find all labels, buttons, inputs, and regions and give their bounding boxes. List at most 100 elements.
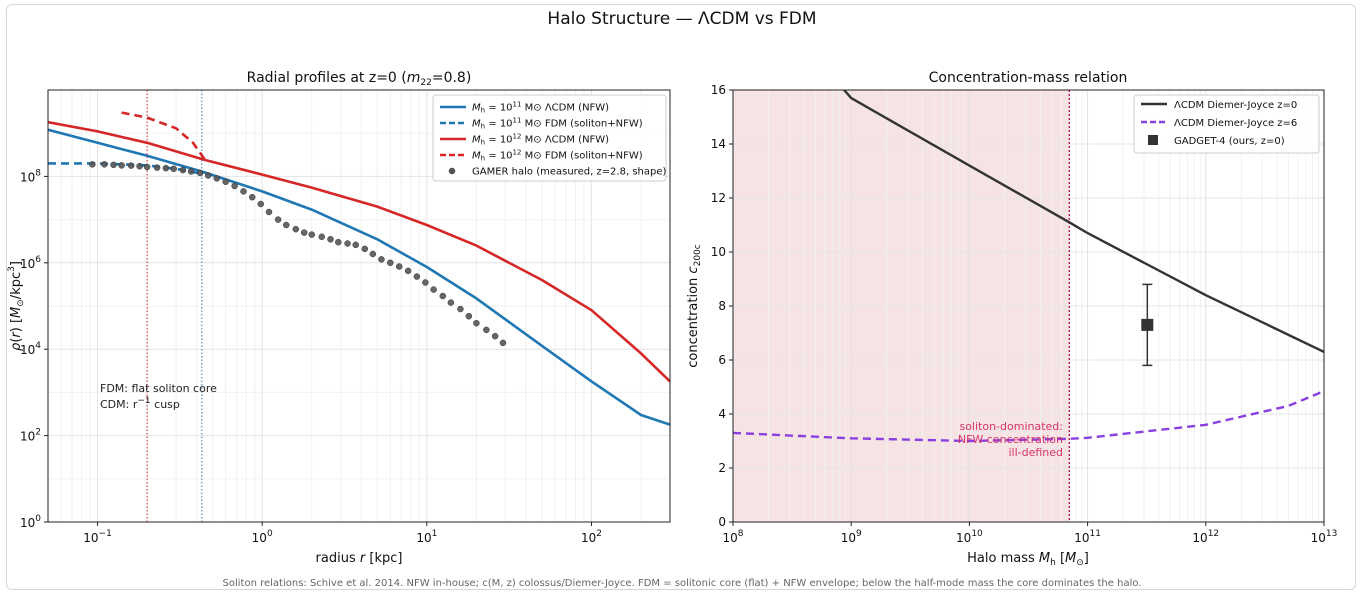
right-panel: Concentration-mass relation 108 109 1010 10… [686,70,1337,568]
gamer-marker [327,236,334,243]
shade-label-line3: ill-defined [1008,446,1063,459]
x-tick-label: 1010 [956,529,983,545]
x-tick-label: 10−1 [83,529,112,545]
figure-title: Halo Structure — ΛCDM vs FDM [547,9,816,29]
gamer-marker [162,164,170,172]
y-tick-label: 100 [20,514,41,530]
series-line-mh-10-12-m-fdm-soliton-nfw [121,111,207,161]
x-tick-label: 101 [416,529,437,545]
gamer-marker [473,319,480,327]
gamer-marker [213,175,221,182]
left-x-axis-label: radius r [kpc] [316,551,403,566]
y-tick-label: 0 [718,515,726,529]
y-tick-label: 10 [711,245,726,259]
gamer-marker [395,263,403,270]
series-line-cdm-diemer-joyce-z-0 [843,90,1324,353]
gamer-marker [465,312,473,320]
left-tick-labels: 10−1 100 101 102 100 102 104 106 108 [20,168,602,545]
legend-label-gadget-4-ours-z-0: GADGET-4 (ours, z=0) [1174,136,1285,147]
y-tick-label: 16 [711,83,726,97]
legend-marker [448,167,456,175]
legend-label-gamer-halo-measured-z-2-8-shape: GAMER halo (measured, z=2.8, shape) [472,167,666,178]
gamer-marker [187,168,195,175]
gamer-marker [274,216,282,223]
y-tick-label: 6 [718,353,726,367]
x-tick-label: 1011 [1074,529,1101,545]
y-tick-label: 2 [718,461,726,475]
gadget-marker [1141,318,1154,331]
gamer-marker [361,245,369,253]
legend-marker [1148,135,1158,145]
left-annotation-line2: CDM: r−1 cusp [100,396,180,411]
legend-label-mh-10-12-m-cdm-nfw: Mh = 1012 M⊙ ΛCDM (NFW) [472,133,609,147]
left-annotation-line1: FDM: flat soliton core [100,382,217,395]
gamer-marker [344,240,351,247]
gamer-marker [196,169,204,177]
gamer-marker [300,229,308,236]
legend-label-mh-10-11-m-fdm-soliton-nfw: Mh = 1011 M⊙ FDM (soliton+NFW) [472,117,643,131]
legend-label-mh-10-12-m-fdm-soliton-nfw: Mh = 1012 M⊙ FDM (soliton+NFW) [472,149,643,163]
right-gridlines [732,89,1324,523]
gamer-marker [439,292,447,300]
y-tick-label: 108 [20,168,41,184]
gamer-marker [110,161,117,169]
gamer-marker [248,193,256,201]
figure-caption: Soliton relations: Schive et al. 2014. N… [223,578,1142,589]
x-tick-label: 1013 [1311,529,1338,545]
gamer-marker [179,166,187,174]
gamer-marker [292,225,300,233]
legend-label-mh-10-11-m-cdm-nfw: Mh = 1011 M⊙ ΛCDM (NFW) [472,101,609,115]
gamer-marker [378,256,385,263]
y-tick-label: 102 [20,428,41,444]
right-panel-title: Concentration-mass relation [929,70,1128,86]
right-legend: ΛCDM Diemer-Joyce z=0 ΛCDM Diemer-Joyce z… [1133,94,1320,154]
legend-label-cdm-diemer-joyce-z-6: ΛCDM Diemer-Joyce z=6 [1174,118,1297,129]
gamer-marker [491,332,499,340]
gamer-marker [127,162,135,169]
x-tick-label: 100 [252,529,273,545]
gamer-marker [222,178,229,186]
left-axes-frame [47,89,671,523]
right-series-group [733,90,1324,443]
shade-label-line2: NFW concentration [958,433,1063,446]
y-tick-label: 104 [20,341,41,357]
gamer-marker [447,299,455,306]
gamer-marker [335,238,342,246]
right-y-axis-label: concentration c200c [686,244,703,368]
gamer-marker [204,172,212,179]
left-panel-title: Radial profiles at z=0 (m22=0.8) [247,70,472,88]
left-panel: Radial profiles at z=0 (m22=0.8) 10−1 100… [7,70,671,566]
y-tick-label: 8 [718,299,726,313]
y-tick-label: 14 [711,137,726,151]
x-tick-label: 102 [581,529,602,545]
gamer-marker [308,231,315,238]
y-tick-label: 12 [711,191,726,205]
right-legend-box [1133,94,1320,154]
gamer-marker [153,164,161,171]
x-tick-label: 1012 [1192,529,1219,545]
gamer-marker [265,208,273,216]
gamer-marker [89,161,96,168]
gamer-marker [282,221,290,229]
gamer-marker [457,305,464,313]
gamer-marker [430,286,437,293]
shade-label-line1: soliton-dominated: [959,420,1063,433]
gamer-marker [387,259,394,267]
x-tick-label: 109 [841,529,862,545]
x-tick-label: 108 [722,529,743,545]
right-shade-label: soliton-dominated: NFW concentration ill… [958,420,1063,459]
figure-frame [6,4,1356,590]
gamer-marker [413,273,421,280]
gamer-marker [318,233,325,241]
gamer-marker [352,241,359,249]
y-tick-label: 4 [718,407,726,421]
gamer-marker [101,161,108,168]
left-y-axis-label: ρ(r) [M⊙/kpc3] [7,261,26,351]
series-line-mh-10-12-m-cdm-nfw [48,120,670,383]
gamer-marker [483,326,490,334]
gamer-marker [404,267,412,275]
left-legend-box [432,94,667,182]
gamer-marker [170,165,177,173]
